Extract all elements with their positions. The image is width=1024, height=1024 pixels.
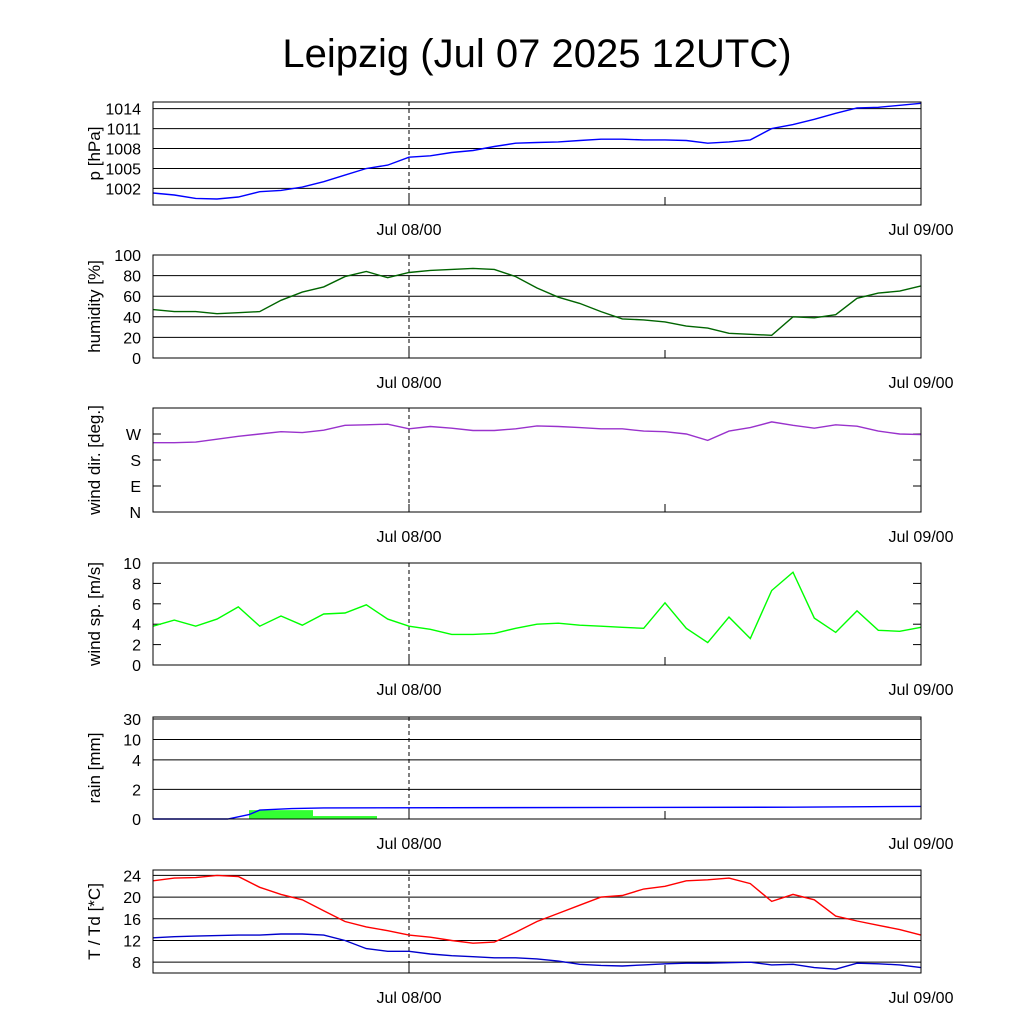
ytick-label-pressure: 1002: [105, 181, 141, 198]
ytick-label-windspeed: 0: [132, 658, 141, 675]
ytick-label-humidity: 0: [132, 351, 141, 368]
ytick-label-humidity: 20: [123, 330, 141, 347]
ytick-label-humidity: 60: [123, 289, 141, 306]
rain-bar: [249, 810, 313, 819]
plot-frame-rain: [152, 716, 922, 820]
ylabel-windspeed: wind sp. [m/s]: [85, 562, 104, 667]
xtick-label-pressure: Jul 09/00: [889, 222, 954, 239]
series-line-humidity-0: [152, 267, 922, 337]
xtick-label-rain: Jul 08/00: [377, 836, 442, 853]
ytick-label-rain: 0: [132, 812, 141, 829]
ylabel-winddir: wind dir. [deg.]: [85, 405, 104, 516]
xtick-label-rain: Jul 09/00: [889, 836, 954, 853]
chart-title: Leipzig (Jul 07 2025 12UTC): [282, 32, 791, 76]
ytick-label-pressure: 1014: [105, 102, 141, 119]
panel-temp: 8 12 16 20 24 Jul 08/00 Jul 09/00 T / Td [*C]: [85, 868, 954, 1007]
xtick-label-humidity: Jul 08/00: [377, 375, 442, 392]
ylabel-rain: rain [mm]: [85, 733, 104, 804]
ytick-label-winddir: E: [130, 479, 141, 496]
ytick-label-windspeed: 6: [132, 597, 141, 614]
panel-windspeed: 0 2 4 6 8 10 Jul 08/00 Jul 09/00 wind sp. [m/s]: [85, 556, 954, 699]
ytick-label-temp: 20: [123, 890, 141, 907]
xtick-label-temp: Jul 09/00: [889, 990, 954, 1007]
plot-frame-temp: [152, 869, 922, 974]
ytick-label-winddir: W: [126, 427, 142, 444]
panel-pressure: 1002 1005 1008 1011 1014 Jul 08/00 Jul 09/00 p …: [85, 101, 954, 239]
series-line-temp-1: [152, 933, 922, 970]
series-line-winddir-0: [153, 421, 922, 444]
ytick-label-rain: 2: [132, 782, 141, 799]
ytick-label-humidity: 40: [123, 310, 141, 327]
series-line-temp-0: [152, 874, 922, 944]
ylabel-pressure: p [hPa]: [85, 127, 104, 181]
plot-frame-humidity: [152, 254, 922, 359]
ytick-label-windspeed: 4: [132, 617, 141, 634]
xtick-label-winddir: Jul 08/00: [377, 529, 442, 546]
xtick-label-pressure: Jul 08/00: [377, 222, 442, 239]
rain-bar: [313, 816, 377, 819]
plot-frame-windspeed: [152, 562, 922, 666]
xtick-label-temp: Jul 08/00: [377, 990, 442, 1007]
plot-frame-winddir: [152, 407, 922, 513]
xtick-label-windspeed: Jul 09/00: [889, 682, 954, 699]
series-line-windspeed-0: [152, 571, 922, 644]
plot-frame-pressure: [152, 101, 922, 206]
ytick-label-rain: 10: [123, 732, 141, 749]
ytick-label-humidity: 80: [123, 269, 141, 286]
ytick-label-windspeed: 2: [132, 638, 141, 655]
ytick-label-rain: 4: [132, 753, 141, 770]
ytick-label-winddir: N: [129, 505, 141, 522]
series-line-pressure-0: [152, 102, 922, 200]
ytick-label-temp: 12: [123, 933, 141, 950]
series-line-rain-0: [153, 805, 922, 820]
ytick-label-winddir: S: [130, 453, 141, 470]
ytick-label-temp: 8: [132, 955, 141, 972]
ylabel-temp: T / Td [*C]: [85, 883, 104, 960]
ytick-label-temp: 16: [123, 912, 141, 929]
xtick-label-humidity: Jul 09/00: [889, 375, 954, 392]
ytick-label-humidity: 100: [114, 248, 141, 265]
ytick-label-rain: 30: [123, 712, 141, 729]
ytick-label-pressure: 1008: [105, 142, 141, 159]
ytick-label-windspeed: 10: [123, 556, 141, 573]
ytick-label-pressure: 1005: [105, 161, 141, 178]
panel-rain: 0 2 4 10 30 Jul 08/00 Jul 09/00 rain [mm]: [85, 712, 954, 853]
ytick-label-pressure: 1011: [107, 122, 142, 139]
ytick-label-windspeed: 8: [132, 576, 141, 593]
xtick-label-winddir: Jul 09/00: [889, 529, 954, 546]
xtick-label-windspeed: Jul 08/00: [377, 682, 442, 699]
ylabel-humidity: humidity [%]: [85, 260, 104, 353]
ytick-label-temp: 24: [123, 868, 141, 885]
panel-humidity: 0 20 40 60 80 100 Jul 08/00 Jul 09/00 humidity […: [85, 248, 954, 392]
